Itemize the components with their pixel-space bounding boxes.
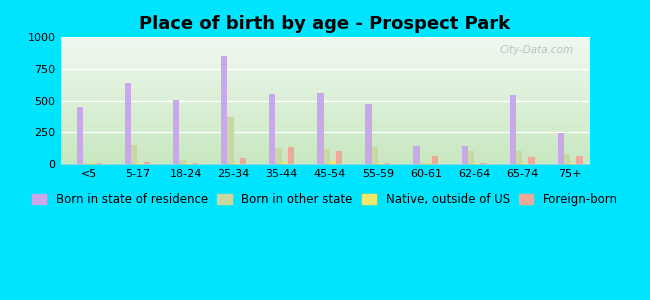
Bar bbox=[240, 158, 246, 164]
Bar bbox=[528, 157, 535, 164]
Bar bbox=[474, 163, 480, 164]
Bar bbox=[468, 151, 474, 164]
Bar bbox=[384, 163, 391, 164]
Bar bbox=[372, 147, 378, 164]
Bar bbox=[365, 104, 372, 164]
Bar bbox=[480, 163, 487, 164]
Bar bbox=[426, 163, 432, 164]
Bar bbox=[420, 163, 426, 164]
Bar bbox=[96, 163, 102, 164]
Bar bbox=[144, 162, 150, 164]
Bar bbox=[324, 149, 330, 164]
Bar bbox=[131, 145, 138, 164]
Bar bbox=[317, 93, 324, 164]
Bar bbox=[564, 154, 570, 164]
Bar bbox=[330, 161, 336, 164]
Bar bbox=[221, 56, 228, 164]
Bar bbox=[276, 148, 281, 164]
Bar bbox=[173, 100, 179, 164]
Bar bbox=[462, 146, 468, 164]
Bar bbox=[83, 163, 90, 164]
Bar bbox=[336, 151, 343, 164]
Title: Place of birth by age - Prospect Park: Place of birth by age - Prospect Park bbox=[140, 15, 510, 33]
Bar bbox=[192, 163, 198, 164]
Text: City-Data.com: City-Data.com bbox=[499, 45, 573, 55]
Bar bbox=[77, 107, 83, 164]
Bar bbox=[269, 94, 276, 164]
Bar bbox=[90, 163, 96, 164]
Bar bbox=[413, 146, 420, 164]
Bar bbox=[522, 163, 528, 164]
Bar bbox=[570, 163, 577, 164]
Bar bbox=[510, 95, 516, 164]
Bar bbox=[577, 156, 582, 164]
Bar bbox=[558, 133, 564, 164]
Bar bbox=[179, 160, 185, 164]
Bar bbox=[288, 147, 294, 164]
Bar bbox=[227, 117, 233, 164]
Legend: Born in state of residence, Born in other state, Native, outside of US, Foreign-: Born in state of residence, Born in othe… bbox=[27, 189, 623, 211]
Bar bbox=[378, 163, 384, 164]
Bar bbox=[138, 163, 144, 164]
Bar bbox=[516, 151, 522, 164]
Bar bbox=[281, 162, 288, 164]
Bar bbox=[233, 163, 240, 164]
Bar bbox=[185, 163, 192, 164]
Bar bbox=[125, 83, 131, 164]
Bar bbox=[432, 156, 439, 164]
